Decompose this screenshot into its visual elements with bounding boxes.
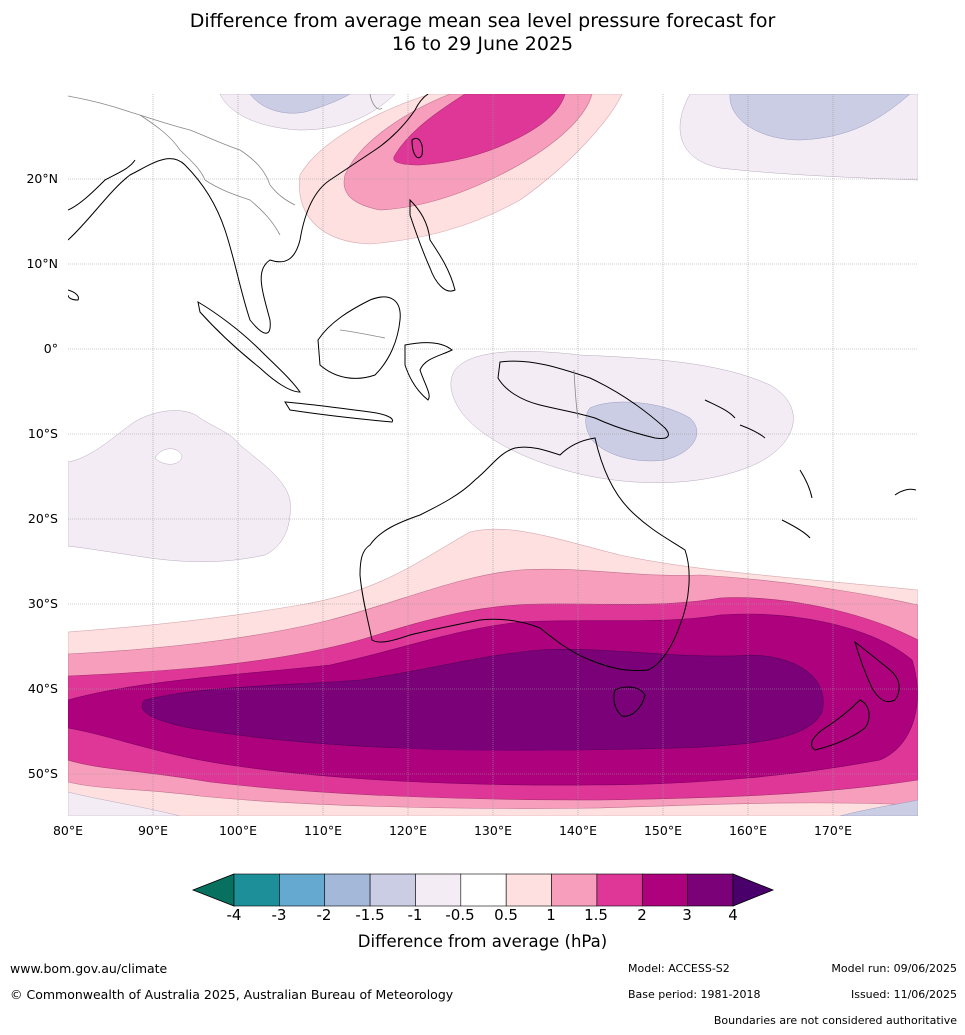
colorbar-swatch <box>505 873 552 907</box>
contour-1-5-north <box>393 94 566 166</box>
lat-label-20s: 20°S <box>27 511 58 526</box>
coast-new-caledonia <box>781 519 811 539</box>
lon-label-170e: 170°E <box>813 823 852 838</box>
coast-borneo <box>317 296 401 379</box>
colorbar-swatch <box>324 873 371 907</box>
coastlines <box>68 94 917 751</box>
colorbar-swatch <box>641 873 688 907</box>
colorbar-label: 0.5 <box>494 906 518 924</box>
colorbar-label: 1 <box>546 906 556 924</box>
colorbar-label: -4 <box>226 906 242 924</box>
lat-label-10n: 10°N <box>26 256 58 271</box>
lon-label-140e: 140°E <box>558 823 597 838</box>
coast-sulawesi <box>404 342 453 401</box>
colorbar-label: 1.5 <box>584 906 608 924</box>
colorbar-swatch <box>369 873 416 907</box>
map-title: Difference from average mean sea level p… <box>0 10 965 56</box>
contour-neg-south-east <box>839 799 918 816</box>
country-borders <box>68 94 579 419</box>
lon-label-80e: 80°E <box>52 823 84 838</box>
coast-new-guinea <box>497 360 669 439</box>
lat-label-0: 0° <box>43 341 58 356</box>
disclaimer-text: Boundaries are not considered authoritat… <box>713 1014 957 1027</box>
issued-text: Issued: 11/06/2025 <box>850 988 957 1001</box>
lat-label-50s: 50°S <box>27 766 58 781</box>
title-line-2: 16 to 29 June 2025 <box>391 33 574 55</box>
colorbar-label: 3 <box>682 906 692 924</box>
colorbar-label: 4 <box>728 906 738 924</box>
colorbar-label: -3 <box>271 906 287 924</box>
coast-tasmania <box>613 686 646 717</box>
coast-solomon-islands <box>704 399 766 439</box>
coast-taiwan <box>411 137 423 159</box>
lat-label-20n: 20°N <box>26 171 58 186</box>
colorbar-swatch <box>233 873 280 907</box>
coast-australia <box>359 437 690 671</box>
colorbar-label: -2 <box>316 906 332 924</box>
lon-label-100e: 100°E <box>218 823 257 838</box>
coast-india <box>68 159 136 211</box>
coast-java <box>284 401 394 423</box>
coast-philippines <box>409 198 456 292</box>
lon-label-110e: 110°E <box>303 823 342 838</box>
colorbar-swatch <box>279 873 326 907</box>
colorbar-swatch <box>596 873 643 907</box>
colorbar-label: -0.5 <box>445 906 475 924</box>
contour-neg-0-5-indian-ocean <box>68 410 291 562</box>
coast-asia <box>68 94 429 334</box>
lat-label-30s: 30°S <box>27 596 58 611</box>
coast-sumatra <box>197 301 301 393</box>
lat-label-10s: 10°S <box>27 426 58 441</box>
website-link[interactable]: www.bom.gov.au/climate <box>10 961 168 976</box>
contour-neg-south <box>68 791 181 816</box>
colorbar-swatch <box>415 873 462 907</box>
colorbar-swatch <box>687 873 734 907</box>
contour-neg-1-north-east <box>729 94 911 141</box>
contour-4-south <box>330 671 801 751</box>
coast-fiji <box>894 488 917 496</box>
lon-label-90e: 90°E <box>137 823 169 838</box>
colorbar-swatch <box>551 873 598 907</box>
lon-label-150e: 150°E <box>643 823 682 838</box>
lon-label-160e: 160°E <box>728 823 767 838</box>
copyright-text: © Commonwealth of Australia 2025, Austra… <box>10 987 454 1002</box>
colorbar-title: Difference from average (hPa) <box>357 932 608 951</box>
colorbar-swatch <box>460 873 507 907</box>
lon-label-130e: 130°E <box>473 823 512 838</box>
colorbar-label: -1.5 <box>355 906 385 924</box>
coast-sri-lanka <box>68 289 79 301</box>
contour-neg-1-north-west <box>249 94 351 114</box>
model-run-text: Model run: 09/06/2025 <box>831 962 957 975</box>
lon-label-120e: 120°E <box>388 823 427 838</box>
colorbar-extend-low <box>191 873 235 907</box>
coast-new-zealand-south <box>811 699 870 751</box>
model-text: Model: ACCESS-S2 <box>628 962 730 975</box>
indian-ocean-hole <box>154 448 183 465</box>
title-line-1: Difference from average mean sea level p… <box>189 10 776 32</box>
colorbar-label: 2 <box>637 906 647 924</box>
coast-vanuatu <box>799 469 813 499</box>
lat-label-40s: 40°S <box>27 681 58 696</box>
graticule <box>68 94 918 816</box>
coast-new-zealand-north <box>854 640 900 703</box>
base-period-text: Base period: 1981-2018 <box>628 988 761 1001</box>
colorbar-label: -1 <box>407 906 423 924</box>
colorbar-extend-high <box>732 873 775 907</box>
